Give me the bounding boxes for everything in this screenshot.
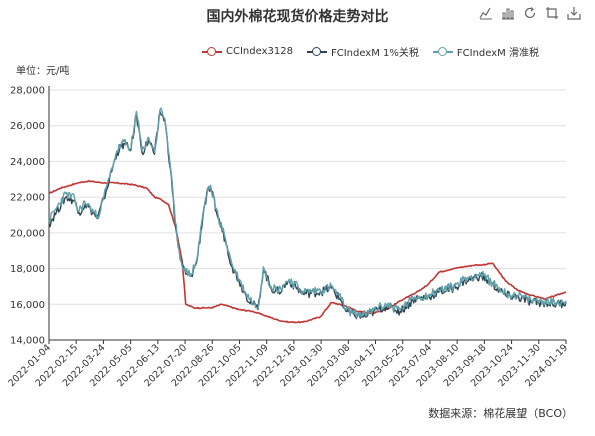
data-source: 数据来源：棉花展望（BCO） <box>428 407 573 420</box>
y-tick-label: 28,000 <box>10 86 45 97</box>
axes: 14,000 16,000 18,000 20,000 22,000 24,000 26,0… <box>6 86 570 390</box>
y-tick-label: 22,000 <box>10 193 45 204</box>
unit-label: 单位：元/吨 <box>16 66 70 77</box>
refresh-icon[interactable] <box>523 6 537 20</box>
legend-label-fcindex-1pct: FCIndexM 1%关税 <box>330 48 419 59</box>
restore-icon[interactable] <box>545 6 559 20</box>
legend-item-fcindex-sliding[interactable]: FCIndexM 滑准税 <box>432 44 539 59</box>
save-image-icon[interactable] <box>567 6 581 20</box>
y-tick-label: 18,000 <box>10 264 45 275</box>
toolbox <box>479 6 581 20</box>
series-line-0 <box>48 179 567 324</box>
y-tick-label: 24,000 <box>10 157 45 168</box>
legend-label-fcindex-sliding: FCIndexM 滑准税 <box>456 48 539 59</box>
y-tick-label: 14,000 <box>10 336 45 347</box>
series-line-2 <box>48 107 567 319</box>
line-chart-icon[interactable] <box>479 6 493 20</box>
legend-swatch-fcindex-sliding <box>432 46 453 57</box>
y-tick-label: 20,000 <box>10 228 45 239</box>
legend-swatch-ccindex <box>202 46 222 57</box>
y-tick-label: 26,000 <box>10 121 45 132</box>
y-tick-label: 16,000 <box>10 300 45 311</box>
legend: CCIndex3128 FCIndexM 1%关税 FCIndexM 滑准税 <box>202 44 539 59</box>
legend-label-ccindex: CCIndex3128 <box>226 46 293 57</box>
bar-chart-icon[interactable] <box>501 6 515 20</box>
legend-swatch-fcindex-1pct <box>306 46 327 57</box>
legend-item-fcindex-1pct[interactable]: FCIndexM 1%关税 <box>306 44 419 59</box>
legend-item-ccindex[interactable]: CCIndex3128 <box>202 44 293 59</box>
grid-lines <box>49 89 566 341</box>
series-line-1 <box>48 110 567 320</box>
series-lines <box>48 107 567 324</box>
chart-title: 国内外棉花现货价格走势对比 <box>206 9 389 25</box>
